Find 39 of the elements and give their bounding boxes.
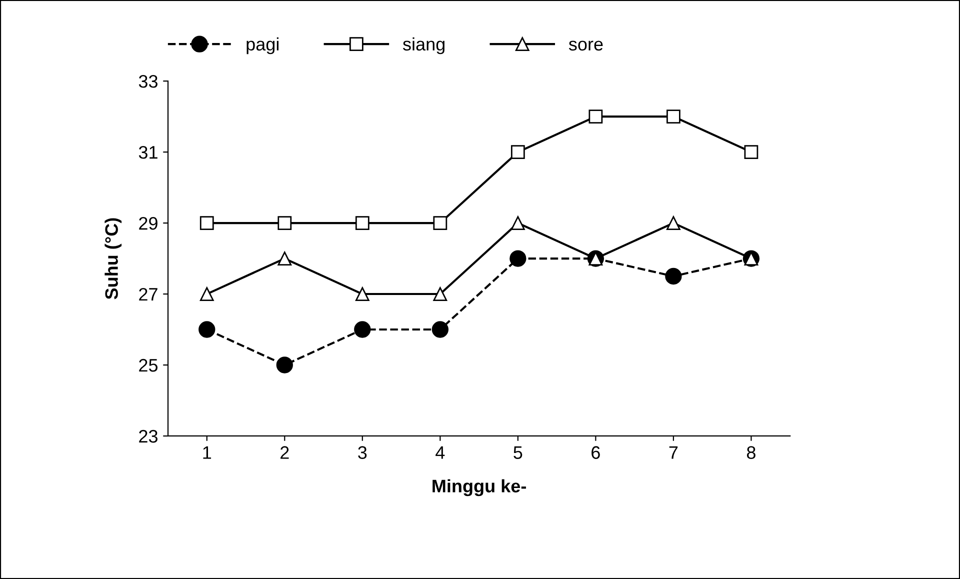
legend-label: siang (402, 37, 444, 54)
y-tick-label: 25 (139, 358, 158, 372)
point (433, 287, 448, 301)
point (744, 145, 758, 159)
y-tick-label: 29 (139, 216, 158, 230)
x-tick-label: 8 (746, 446, 756, 459)
point (432, 321, 448, 338)
legend-label: pagi (246, 37, 278, 54)
y-axis-title: Suhu (°C) (104, 218, 122, 300)
point (200, 287, 214, 301)
point (200, 216, 214, 230)
point (355, 287, 370, 301)
point (666, 216, 680, 230)
y-tick-label: 27 (139, 288, 158, 301)
point (510, 250, 526, 267)
y-tick-label: 33 (138, 74, 158, 88)
point (510, 216, 525, 230)
point (666, 110, 680, 124)
x-tick-label: 4 (436, 446, 445, 459)
legend-label: sore (568, 40, 603, 51)
x-tick-label: 1 (203, 446, 212, 459)
x-tick-label: 5 (514, 446, 522, 459)
point (276, 356, 293, 374)
x-tick-label: 3 (358, 446, 367, 459)
x-tick-label: 6 (592, 446, 600, 459)
point (510, 145, 525, 159)
point (278, 252, 292, 266)
x-axis-title: Minggu ke- (432, 479, 526, 496)
point (354, 321, 371, 338)
y-tick-label: 31 (138, 146, 158, 159)
point (355, 216, 370, 230)
y-tick-label: 23 (139, 430, 158, 443)
point (588, 110, 603, 124)
point (278, 216, 292, 230)
x-tick-label: 7 (669, 446, 678, 459)
point (665, 268, 682, 285)
x-tick-label: 2 (280, 446, 289, 459)
point (433, 216, 448, 230)
point (198, 321, 216, 338)
